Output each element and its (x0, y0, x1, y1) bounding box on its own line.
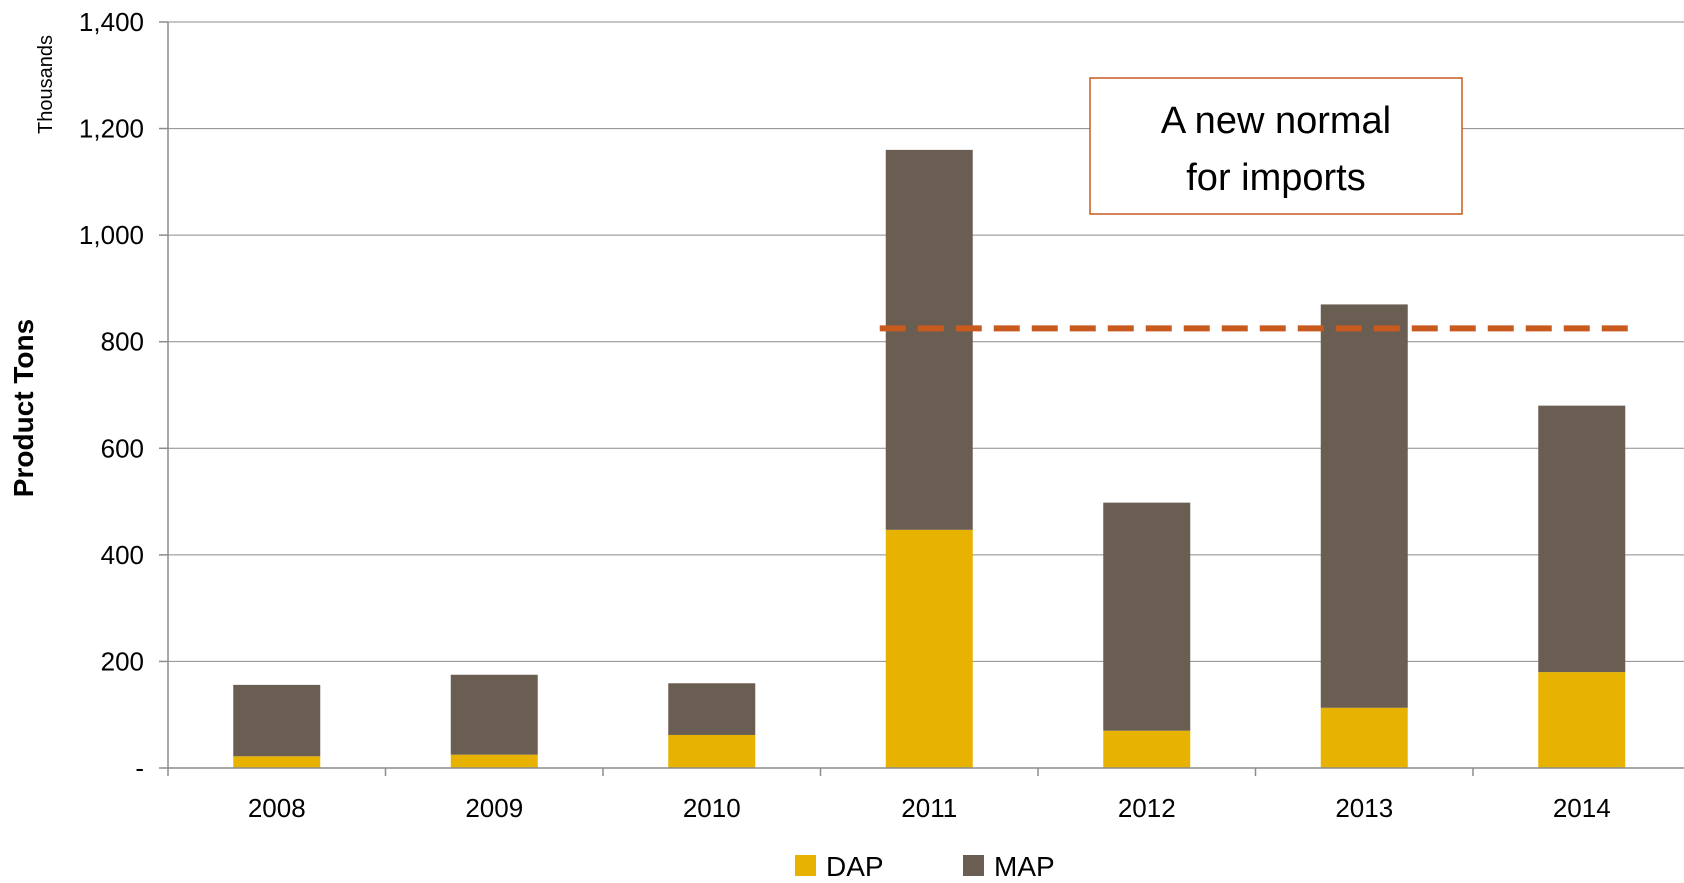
bars (233, 149, 1626, 768)
annotation-line-2: for imports (1186, 157, 1365, 199)
y-tick-label-1000: 1,000 (79, 220, 144, 250)
bar-dap-2012 (1103, 730, 1191, 768)
x-tick-label-2008: 2008 (248, 793, 306, 823)
annotation-box: A new normal for imports (1089, 77, 1463, 215)
bar-dap-2014 (1538, 672, 1626, 768)
bar-map-2011 (885, 149, 973, 530)
bar-map-2013 (1320, 304, 1408, 708)
annotation-line-1: A new normal (1161, 100, 1391, 142)
y-tick-label-800: 800 (101, 327, 144, 357)
bar-map-2012 (1103, 502, 1191, 731)
axes (159, 21, 1684, 776)
x-tick-label-2011: 2011 (901, 793, 957, 823)
bar-dap-2009 (450, 754, 538, 768)
legend-swatch-dap (795, 855, 816, 876)
y-axis-title: Product Tons (8, 319, 39, 497)
bar-map-2010 (668, 683, 756, 735)
annotation-border (1089, 77, 1463, 215)
y-tick-label-600: 600 (101, 433, 144, 463)
y-tick-label-1200: 1,200 (79, 114, 144, 144)
y-tick-labels: - 200 400 600 800 1,000 1,200 1,400 (79, 7, 144, 783)
bar-dap-2011 (885, 529, 973, 768)
legend-label-map: MAP (994, 851, 1055, 882)
bar-dap-2010 (668, 734, 756, 768)
y-unit-label: Thousands (35, 35, 57, 134)
legend-label-dap: DAP (826, 851, 884, 882)
x-tick-label-2010: 2010 (683, 793, 741, 823)
legend: DAP MAP (795, 851, 1055, 882)
bar-dap-2013 (1320, 707, 1408, 768)
y-tick-label-1400: 1,400 (79, 7, 144, 37)
bar-dap-2008 (233, 756, 321, 768)
x-tick-labels: 2008 2009 2010 2011 2012 2013 2014 (248, 793, 1611, 823)
legend-swatch-map (963, 855, 984, 876)
x-tick-label-2013: 2013 (1335, 793, 1393, 823)
y-tick-label-400: 400 (101, 540, 144, 570)
bar-map-2014 (1538, 405, 1626, 673)
y-tick-label-0: - (135, 753, 144, 783)
x-tick-label-2014: 2014 (1553, 793, 1611, 823)
x-tick-label-2009: 2009 (465, 793, 523, 823)
bar-map-2008 (233, 684, 321, 757)
bar-map-2009 (450, 674, 538, 755)
y-tick-label-200: 200 (101, 646, 144, 676)
x-tick-label-2012: 2012 (1118, 793, 1176, 823)
